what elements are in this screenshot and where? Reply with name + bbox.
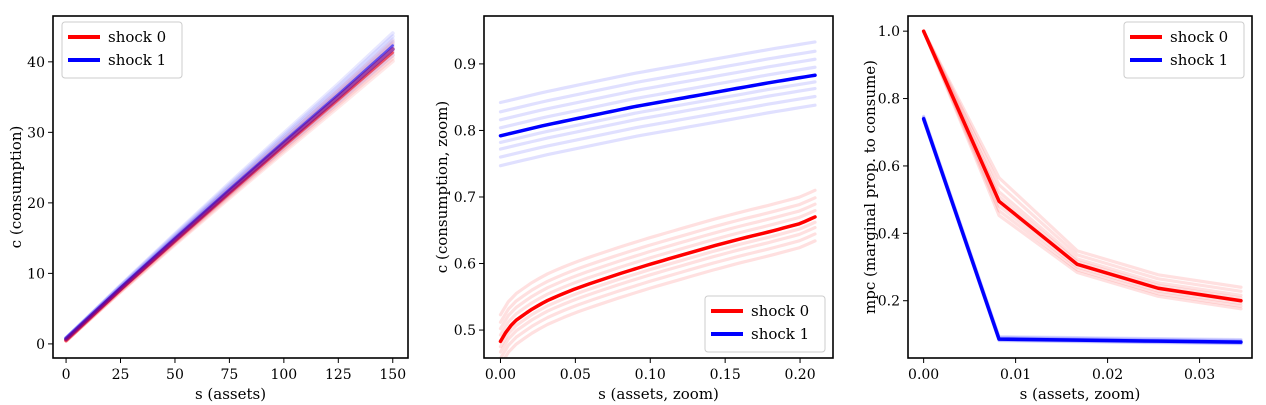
y-tick-label: 0.6 <box>454 257 476 273</box>
legend-label-shock-0: shock 0 <box>1170 28 1228 46</box>
x-tick-label: 0.05 <box>560 367 591 383</box>
sample-line-shock-1 <box>922 118 1243 346</box>
sample-line-shock-1 <box>498 49 817 114</box>
sample-line-shock-0 <box>922 29 1243 308</box>
y-tick-label: 10 <box>27 266 45 282</box>
series-line-shock-1 <box>921 117 1243 344</box>
plot-area <box>64 31 395 343</box>
y-tick-label: 0.8 <box>454 123 476 139</box>
sample-line-shock-0 <box>922 29 1243 297</box>
x-tick-label: 125 <box>325 367 352 383</box>
y-tick-label: 0.7 <box>454 190 476 206</box>
sample-line-shock-0 <box>498 196 817 324</box>
x-tick-label: 0.10 <box>635 367 666 383</box>
sample-line-shock-0 <box>498 188 817 317</box>
x-axis-label: s (assets, zoom) <box>1020 385 1141 403</box>
sample-line-shock-1 <box>922 116 1243 344</box>
sample-line-shock-1 <box>922 118 1243 345</box>
y-tick-label: 20 <box>27 196 45 212</box>
y-tick-label: 0.5 <box>454 323 476 339</box>
legend-label-shock-1: shock 1 <box>751 325 809 343</box>
y-tick-label: 0.8 <box>878 92 900 108</box>
series-line-shock-0 <box>921 29 1243 303</box>
y-tick-label: 1.0 <box>878 24 900 40</box>
series-line-overlap <box>64 47 395 342</box>
x-tick-label: 25 <box>112 367 130 383</box>
y-axis-label: c (consumption) <box>7 126 25 249</box>
y-tick-label: 0.9 <box>454 57 476 73</box>
x-tick-label: 0 <box>62 367 71 383</box>
sample-line-shock-1 <box>498 103 817 168</box>
x-tick-label: 0.20 <box>784 367 815 383</box>
sample-line-shock-1 <box>498 57 817 122</box>
axes-frame <box>52 15 409 359</box>
x-tick-label: 0.00 <box>908 367 939 383</box>
legend: shock 0 shock 1 <box>1123 21 1245 79</box>
y-tick-label: 40 <box>27 55 45 71</box>
plot-area <box>921 29 1243 346</box>
sample-line-shock-0 <box>498 208 817 337</box>
legend: shock 0 shock 1 <box>61 21 183 79</box>
chart-panel-2: 0.00 0.05 0.10 0.15 0.20 0.5 0.6 0.7 0.8 0.9 s (as… <box>433 15 834 403</box>
y-tick-label: 0 <box>36 337 45 353</box>
legend: shock 0 shock 1 <box>704 295 826 353</box>
chart-panel-3: 0.00 0.01 0.02 0.03 0.2 0.4 0.6 0.8 1.0 s (assets… <box>861 15 1253 403</box>
sample-line-shock-1 <box>498 94 817 159</box>
y-tick-label: 0.2 <box>878 294 900 310</box>
x-tick-label: 150 <box>379 367 406 383</box>
sample-line-shock-0 <box>498 225 817 354</box>
y-axis-label: c (consumption, zoom) <box>433 101 451 273</box>
x-axis-label: s (assets) <box>195 385 266 403</box>
sample-line-shock-1 <box>498 86 817 151</box>
x-axis-label: s (assets, zoom) <box>598 385 719 403</box>
x-tick-label: 50 <box>166 367 184 383</box>
sample-line-shock-1 <box>498 65 817 130</box>
axes-frame <box>907 15 1253 359</box>
sample-line-shock-1 <box>498 40 817 105</box>
series-line-shock-1 <box>498 73 817 138</box>
y-tick-label: 0.6 <box>878 159 900 175</box>
sample-line-shock-0 <box>922 29 1243 311</box>
x-tick-label: 0.02 <box>1092 367 1123 383</box>
x-tick-label: 0.00 <box>485 367 516 383</box>
y-tick-label: 0.4 <box>878 226 900 242</box>
sample-line-shock-1 <box>498 80 817 145</box>
sample-line-shock-0 <box>498 202 817 331</box>
sample-line-shock-0 <box>922 29 1243 289</box>
x-tick-label: 100 <box>270 367 297 383</box>
series-line-shock-0 <box>498 215 817 344</box>
sample-line-shock-0 <box>498 220 817 349</box>
sample-line-shock-1 <box>922 117 1243 345</box>
legend-label-shock-1: shock 1 <box>108 51 166 69</box>
x-tick-label: 0.03 <box>1184 367 1215 383</box>
x-tick-label: 0.01 <box>1000 367 1031 383</box>
plot-area <box>498 40 817 358</box>
legend-label-shock-1: shock 1 <box>1170 51 1228 69</box>
legend-label-shock-0: shock 0 <box>108 28 166 46</box>
y-tick-label: 30 <box>27 125 45 141</box>
y-axis-label: mpc (marginal prop. to consume) <box>861 60 879 314</box>
chart-panel-1: 0 25 50 75 100 125 150 0 10 20 30 40 s (assets) c (co… <box>7 15 409 403</box>
sample-line-shock-1 <box>64 31 395 341</box>
axes-frame <box>483 15 834 359</box>
sample-line-shock-0 <box>503 239 817 358</box>
sample-line-shock-0 <box>498 232 817 358</box>
sample-line-shock-0 <box>922 29 1243 293</box>
x-tick-label: 0.15 <box>710 367 741 383</box>
x-tick-label: 75 <box>220 367 238 383</box>
legend-label-shock-0: shock 0 <box>751 302 809 320</box>
